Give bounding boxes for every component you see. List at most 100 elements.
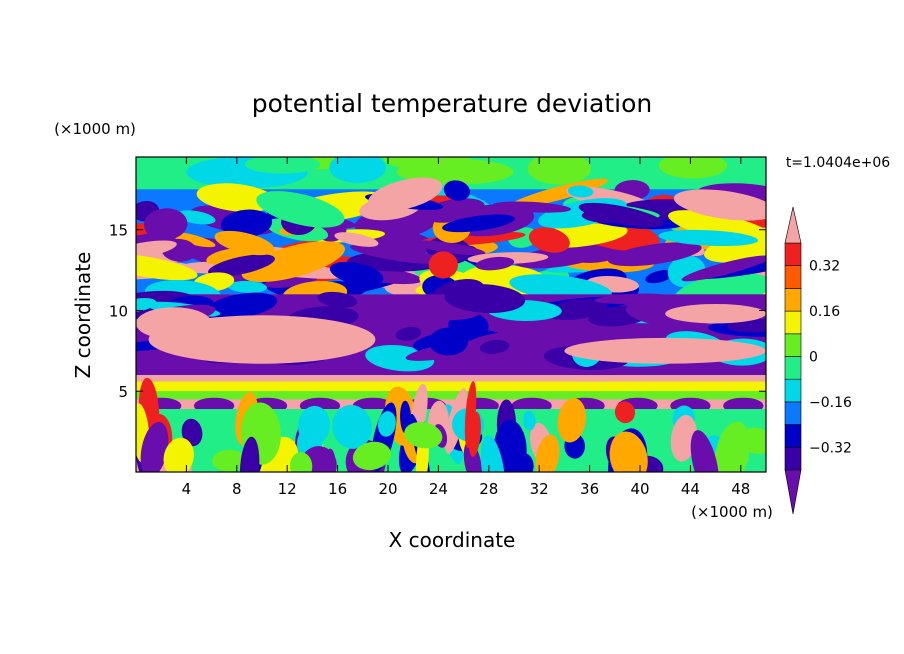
field-blob <box>614 401 636 424</box>
colorbar-extend-top <box>784 206 802 244</box>
field-blob <box>350 244 444 264</box>
field-blob <box>658 157 728 179</box>
field-blob <box>645 269 674 284</box>
field-blob <box>239 436 260 472</box>
colorbar-box <box>784 242 802 267</box>
colorbar-box <box>784 333 802 357</box>
field-blob <box>690 430 719 472</box>
field-blob <box>367 177 443 212</box>
field-blob <box>377 411 396 437</box>
field-blob <box>317 291 358 308</box>
field-blob <box>196 183 277 213</box>
x-tick-label: 8 <box>232 480 242 498</box>
field-blob <box>607 242 702 267</box>
field-blob <box>681 255 766 282</box>
colorbar-box <box>784 288 802 312</box>
field-blob <box>256 191 345 228</box>
plot-frame <box>135 156 767 473</box>
colorbar-tick-label: 0 <box>809 350 818 366</box>
field-blob <box>208 254 275 277</box>
colorbar-box <box>784 310 802 335</box>
x-tick-label: 16 <box>328 480 347 498</box>
y-axis: 5 10 15 <box>109 222 766 401</box>
field-blob <box>170 232 216 248</box>
y-tick-label: 5 <box>118 383 128 401</box>
field-blob <box>395 326 422 341</box>
colorbar-box <box>784 401 802 425</box>
field-blob <box>428 327 469 356</box>
x-tick-label: 28 <box>479 480 498 498</box>
x-tick-label: 32 <box>530 480 549 498</box>
y-unit-label: (×1000 m) <box>54 120 136 138</box>
field-blob <box>263 275 318 288</box>
field-blob <box>480 435 505 472</box>
field-blob <box>665 304 766 324</box>
field-blob <box>670 414 697 462</box>
field-blob <box>594 293 671 304</box>
colorbar-tick-label: 0.16 <box>809 304 840 320</box>
colorbar-box <box>784 446 802 471</box>
x-axis: 4 8 12 16 20 24 28 32 36 40 44 48 <box>182 157 750 498</box>
field-blob <box>658 229 759 247</box>
x-tick-label: 36 <box>580 480 599 498</box>
y-axis-label: Z coordinate <box>71 252 95 379</box>
colorbar-tick-label: −0.32 <box>809 440 852 456</box>
field-blob <box>334 232 379 247</box>
x-axis-label: X coordinate <box>389 528 516 552</box>
x-tick-label: 24 <box>429 480 448 498</box>
field-blob <box>329 157 386 184</box>
field-blob <box>567 185 594 198</box>
field-blob <box>704 225 766 263</box>
field-blob <box>673 189 766 221</box>
x-unit-label: (×1000 m) <box>691 503 773 521</box>
colorbar-box <box>784 265 802 289</box>
field-blob <box>492 201 571 213</box>
field-blob <box>289 452 313 472</box>
y-tick-label: 15 <box>109 222 128 240</box>
field-blob <box>479 340 510 354</box>
field-blob <box>329 261 384 286</box>
field-blob <box>136 307 212 340</box>
field-blob <box>739 427 766 454</box>
field-blob <box>514 245 605 269</box>
colorbar-extend-bottom <box>784 469 802 515</box>
x-tick-label: 4 <box>182 480 192 498</box>
field-blob <box>443 180 471 201</box>
field-blob <box>557 398 587 443</box>
field-blob <box>214 230 275 256</box>
colorbar-tick-label: −0.16 <box>809 395 852 411</box>
field-blob <box>227 280 268 293</box>
field-blob <box>220 209 273 238</box>
field-blob <box>535 434 560 472</box>
field-blob <box>244 157 321 174</box>
field-blob <box>181 418 203 447</box>
field-blob <box>136 297 157 313</box>
x-tick-label: 12 <box>278 480 297 498</box>
field-blob <box>383 157 449 170</box>
x-tick-label: 48 <box>731 480 750 498</box>
field-blob <box>136 240 177 261</box>
field-blob <box>581 209 627 223</box>
time-label: t=1.0404e+06 <box>786 155 890 171</box>
field-blob <box>212 449 247 472</box>
colorbar-box <box>784 356 802 380</box>
field-blob <box>609 431 648 472</box>
field-band <box>136 375 766 382</box>
x-tick-label: 44 <box>681 480 700 498</box>
colorbar-tick-label: 0.32 <box>809 259 840 275</box>
field-band <box>136 399 766 409</box>
field-blob <box>527 157 591 185</box>
field-blob <box>140 421 169 472</box>
field-blob <box>332 404 372 449</box>
field-blob <box>528 227 570 253</box>
field-band <box>136 391 766 400</box>
colorbar-box <box>784 378 802 403</box>
contour-field <box>136 157 766 472</box>
field-blob <box>352 441 391 471</box>
field-blob <box>464 381 477 449</box>
field-blob <box>298 405 331 446</box>
field-blob <box>523 410 536 431</box>
field-band <box>136 381 766 392</box>
field-blob <box>428 251 458 279</box>
